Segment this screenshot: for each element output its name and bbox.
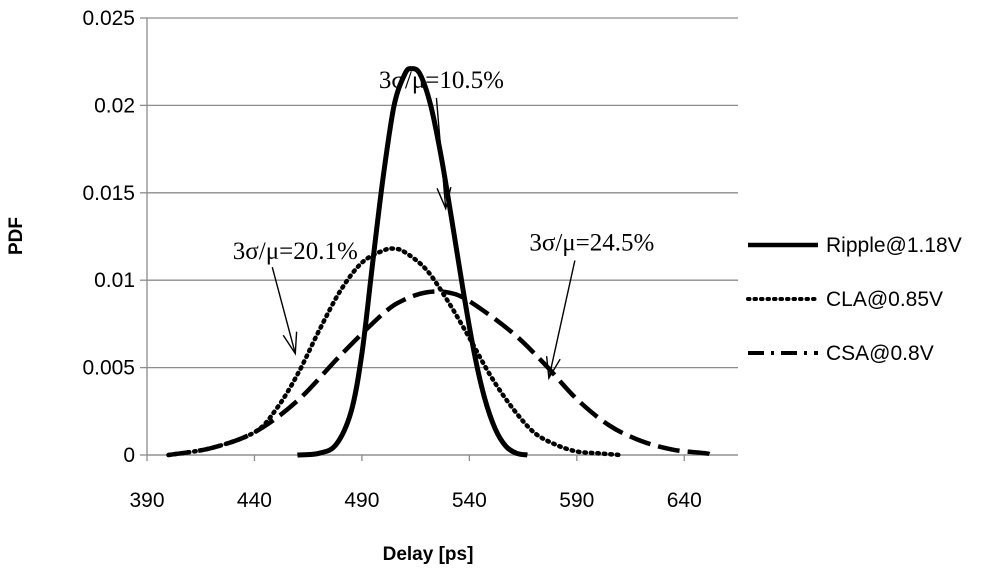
series-line-1 — [166, 246, 623, 458]
annotation-label: 3σ/μ=10.5% — [379, 67, 504, 94]
y-tick-label: 0.005 — [82, 357, 135, 380]
x-tick-label: 490 — [344, 489, 379, 512]
annotation-arrow-head — [436, 186, 452, 211]
x-tick-label: 390 — [129, 489, 164, 512]
y-tick-label: 0.015 — [82, 182, 135, 205]
x-tick-labels: 390 440 490 540 590 640 — [129, 489, 701, 512]
y-tick-label: 0.025 — [82, 7, 135, 30]
series-lines — [166, 66, 713, 458]
series-line-2 — [168, 289, 713, 458]
series-line-0 — [297, 66, 528, 458]
x-tick-label: 540 — [452, 489, 487, 512]
axes — [140, 17, 738, 461]
y-tick-labels: 0 0.005 0.01 0.015 0.02 0.025 — [82, 7, 135, 467]
annotation-arrow-head — [545, 356, 561, 381]
legend: Ripple@1.18V CLA@0.85V CSA@0.8V — [746, 234, 962, 365]
annotation-arrow-shaft — [271, 267, 296, 354]
annotations: 3σ/μ=10.5% 3σ/μ=20.1% 3σ/μ=24.5% — [233, 67, 654, 381]
y-tick-label: 0.01 — [94, 269, 135, 292]
annotation-arrow-head — [282, 331, 298, 356]
y-axis-title: PDF — [6, 217, 27, 255]
legend-label-1: CLA@0.85V — [826, 288, 943, 311]
x-tick-label: 590 — [559, 489, 594, 512]
x-tick-label: 440 — [237, 489, 272, 512]
x-axis-title: Delay [ps] — [383, 544, 474, 565]
y-tick-label: 0 — [123, 444, 135, 467]
x-tick-label: 640 — [667, 489, 702, 512]
legend-label-2: CSA@0.8V — [826, 342, 934, 365]
annotation-label: 3σ/μ=20.1% — [233, 238, 358, 265]
annotation-label: 3σ/μ=24.5% — [529, 229, 654, 256]
y-tick-label: 0.02 — [94, 94, 135, 117]
legend-label-0: Ripple@1.18V — [826, 234, 962, 257]
annotation-arrow-shaft — [548, 260, 576, 379]
annotation-arrow-shaft — [435, 97, 447, 209]
